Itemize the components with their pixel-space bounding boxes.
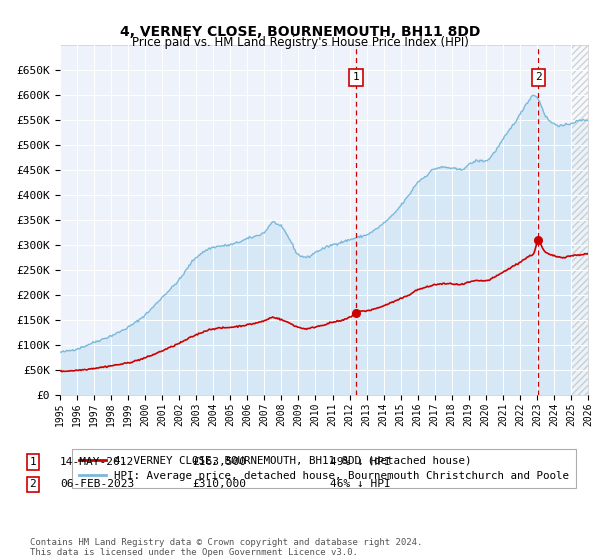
Legend: 4, VERNEY CLOSE, BOURNEMOUTH, BH11 8DD (detached house), HPI: Average price, det: 4, VERNEY CLOSE, BOURNEMOUTH, BH11 8DD (… xyxy=(72,449,576,488)
Text: 2: 2 xyxy=(29,479,37,489)
Text: 06-FEB-2023: 06-FEB-2023 xyxy=(60,479,134,489)
Text: 2: 2 xyxy=(535,72,542,82)
Text: 4, VERNEY CLOSE, BOURNEMOUTH, BH11 8DD: 4, VERNEY CLOSE, BOURNEMOUTH, BH11 8DD xyxy=(120,25,480,39)
Text: 46% ↓ HPI: 46% ↓ HPI xyxy=(330,479,391,489)
Text: 1: 1 xyxy=(352,72,359,82)
Text: 49% ↓ HPI: 49% ↓ HPI xyxy=(330,457,391,467)
Text: 14-MAY-2012: 14-MAY-2012 xyxy=(60,457,134,467)
Text: Price paid vs. HM Land Registry's House Price Index (HPI): Price paid vs. HM Land Registry's House … xyxy=(131,36,469,49)
Text: 1: 1 xyxy=(29,457,37,467)
Text: £310,000: £310,000 xyxy=(192,479,246,489)
Bar xyxy=(571,45,588,395)
Text: Contains HM Land Registry data © Crown copyright and database right 2024.
This d: Contains HM Land Registry data © Crown c… xyxy=(30,538,422,557)
Text: £163,500: £163,500 xyxy=(192,457,246,467)
